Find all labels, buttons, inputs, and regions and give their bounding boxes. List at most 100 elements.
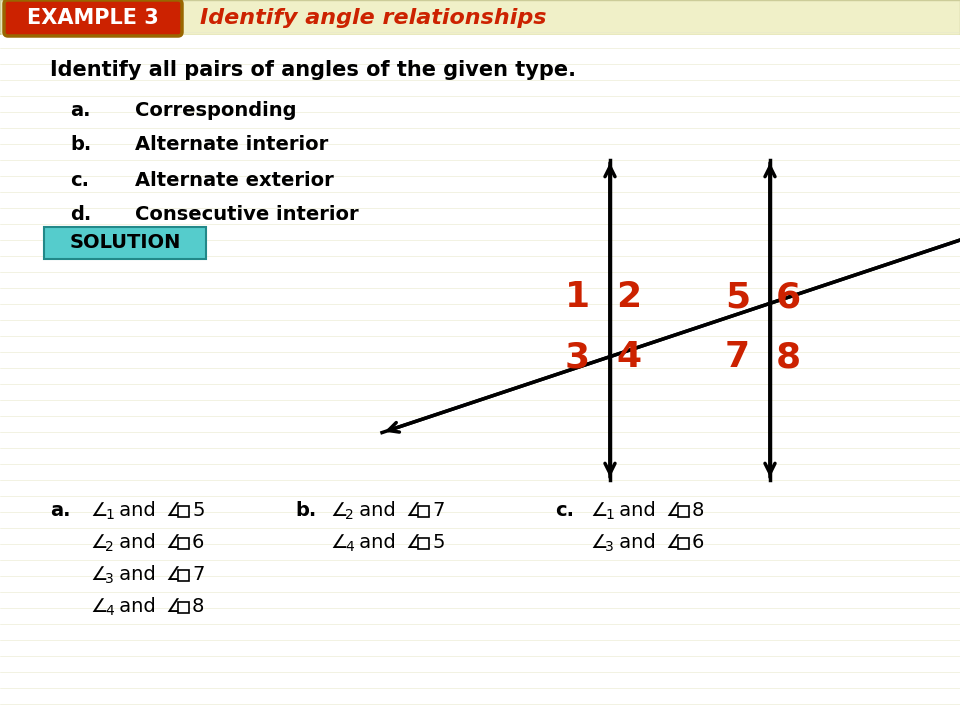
Bar [0,264,960,272]
Bar [418,538,429,549]
Bar [0,184,960,192]
Bar [0,712,960,720]
Bar [0,568,960,576]
Text: c.: c. [70,171,89,189]
Bar [0,648,960,656]
Text: EXAMPLE 3: EXAMPLE 3 [27,8,158,28]
Bar [0,40,960,48]
Bar [0,24,960,32]
Bar [0,472,960,480]
Text: Identify angle relationships: Identify angle relationships [200,8,546,28]
Bar [0,504,960,512]
Bar [678,538,689,549]
Bar [0,664,960,672]
Bar [0,616,960,624]
Text: and: and [113,564,162,583]
Bar [0,88,960,96]
Text: 7: 7 [725,340,750,374]
Bar [418,506,429,517]
Text: $\angle$: $\angle$ [165,596,182,616]
Bar [0,56,960,64]
Bar [0,296,960,304]
Text: 2: 2 [345,508,353,522]
FancyBboxPatch shape [44,227,206,259]
Bar [0,408,960,416]
Text: $\angle$: $\angle$ [90,533,108,552]
Bar [0,360,960,368]
Text: 3: 3 [605,540,613,554]
Text: 6: 6 [776,280,802,314]
Bar [0,424,960,432]
Text: 5: 5 [432,533,444,552]
Bar [0,584,960,592]
Text: 7: 7 [192,564,204,583]
Bar [0,8,960,16]
Text: and: and [113,596,162,616]
Bar [0,376,960,384]
Bar [0,344,960,352]
Text: 1: 1 [105,508,114,522]
Text: $\angle$: $\angle$ [165,500,182,520]
Bar [0,488,960,496]
Text: $\angle$: $\angle$ [665,500,683,520]
Text: 4: 4 [616,340,641,374]
Bar [0,248,960,256]
Text: 6: 6 [692,533,705,552]
Text: a.: a. [50,500,70,520]
Bar [0,72,960,80]
Text: and: and [613,500,662,520]
Bar [0,216,960,224]
Bar [0,520,960,528]
Text: 7: 7 [432,500,444,520]
Bar [678,506,689,517]
Text: $\angle$: $\angle$ [165,564,182,583]
Text: and: and [613,533,662,552]
Text: Identify all pairs of angles of the given type.: Identify all pairs of angles of the give… [50,60,576,80]
Bar [0,120,960,128]
Text: $\angle$: $\angle$ [405,533,422,552]
Text: $\angle$: $\angle$ [90,500,108,520]
Bar [0,632,960,640]
Bar [178,506,189,517]
Text: 4: 4 [105,604,113,618]
Text: 8: 8 [776,340,802,374]
Bar [0,232,960,240]
Text: 1: 1 [605,508,613,522]
Text: Alternate interior: Alternate interior [135,135,328,155]
Text: 4: 4 [345,540,353,554]
Bar [0,392,960,400]
Text: Consecutive interior: Consecutive interior [135,205,359,225]
Bar [0,456,960,464]
Bar [178,602,189,613]
Bar [0,152,960,160]
Text: and: and [113,500,162,520]
Bar [0,536,960,544]
Text: 8: 8 [192,596,204,616]
Bar [0,168,960,176]
Text: $\angle$: $\angle$ [590,500,608,520]
Bar [0,104,960,112]
Text: SOLUTION: SOLUTION [69,233,180,253]
Bar [0,600,960,608]
Text: 2: 2 [105,540,113,554]
FancyBboxPatch shape [4,0,182,36]
Bar [0,136,960,144]
Text: 5: 5 [725,280,750,314]
Bar [0,552,960,560]
Text: b.: b. [70,135,91,155]
Text: Alternate exterior: Alternate exterior [135,171,334,189]
Text: $\angle$: $\angle$ [590,533,608,552]
Text: $\angle$: $\angle$ [330,500,348,520]
Text: and: and [353,500,402,520]
Text: 2: 2 [616,280,641,314]
Text: 5: 5 [192,500,204,520]
Text: $\angle$: $\angle$ [165,533,182,552]
Text: 8: 8 [692,500,705,520]
Text: $\angle$: $\angle$ [405,500,422,520]
Text: Corresponding: Corresponding [135,101,297,120]
Text: 3: 3 [105,572,113,586]
Text: b.: b. [295,500,316,520]
Bar [178,570,189,581]
Text: $\angle$: $\angle$ [665,533,683,552]
Text: a.: a. [70,101,90,120]
